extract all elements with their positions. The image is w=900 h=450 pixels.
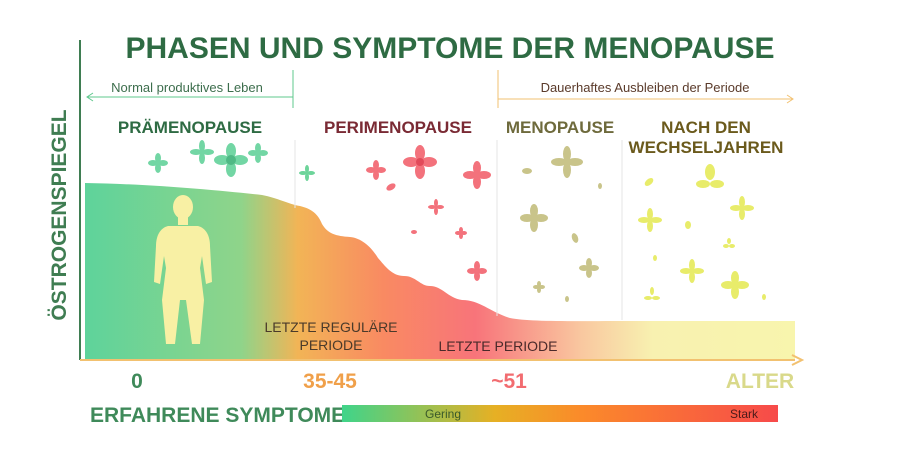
petal-icon — [411, 230, 417, 234]
flower-icon — [403, 145, 437, 179]
x-tick-35-45: 35-45 — [303, 370, 357, 393]
petal-icon — [598, 183, 602, 189]
flower-icon — [214, 143, 248, 177]
woman-silhouette — [154, 195, 212, 344]
flower-icon — [551, 146, 583, 178]
flower-icon — [579, 258, 599, 278]
symptoms-low-label: Gering — [425, 407, 461, 421]
premenopause-flower-icons — [148, 140, 268, 177]
flower-icon — [366, 160, 386, 180]
phase-label-postmenopause-line2: WECHSELJAHREN — [629, 138, 784, 157]
perimenopause-flower-icons — [299, 145, 491, 281]
petal-icon — [386, 183, 396, 191]
petal-icon — [762, 294, 766, 300]
flower-icon — [148, 153, 168, 173]
flower-icon — [467, 261, 487, 281]
flower-icon — [520, 204, 548, 232]
flower-icon — [533, 281, 545, 293]
event-last-regular-period-line2: PERIODE — [299, 337, 362, 353]
bracket-permanent-absence-label: Dauerhaftes Ausbleiben der Periode — [541, 80, 750, 95]
flower-icon — [463, 161, 491, 189]
petal-icon — [644, 178, 654, 186]
flower-icon — [190, 140, 214, 164]
bracket-normal-life: Normal produktives Leben — [86, 70, 294, 108]
event-last-period: LETZTE PERIODE — [438, 338, 557, 354]
flower-icon — [730, 196, 754, 220]
x-axis-arrow-icon — [791, 354, 805, 366]
flower-icon — [455, 227, 467, 239]
petal-icon — [653, 255, 657, 261]
symptoms-high-label: Stark — [730, 407, 759, 421]
flower-icon — [428, 199, 444, 215]
phase-label-postmenopause-line1: NACH DEN — [661, 118, 751, 137]
phase-label-premenopause: PRÄMENOPAUSE — [118, 118, 262, 137]
menopause-flower-icons — [520, 146, 602, 302]
x-axis-label-age: ALTER — [726, 370, 794, 393]
petal-icon — [685, 221, 691, 229]
phase-label-menopause: MENOPAUSE — [506, 118, 614, 137]
petal-icon — [522, 168, 532, 174]
y-axis-label: ÖSTROGENSPIEGEL — [48, 109, 71, 320]
symptoms-gradient-bar — [342, 405, 778, 422]
event-last-regular-period-line1: LETZTE REGULÄRE — [264, 319, 397, 335]
postmenopause-flower-icons — [638, 164, 766, 300]
petal-icon — [565, 296, 569, 302]
bracket-permanent-absence: Dauerhaftes Ausbleiben der Periode — [497, 70, 794, 108]
bracket-normal-life-label: Normal produktives Leben — [111, 80, 263, 95]
flower-icon — [721, 271, 749, 299]
petal-icon — [571, 233, 579, 243]
flower-icon — [680, 259, 704, 283]
flower-icon — [723, 238, 735, 248]
flower-icon — [638, 208, 662, 232]
x-tick-51: ~51 — [491, 370, 527, 393]
flower-icon — [299, 165, 315, 181]
x-tick-0: 0 — [131, 370, 143, 393]
page-title: PHASEN UND SYMPTOME DER MENOPAUSE — [126, 32, 775, 65]
flower-icon — [644, 287, 660, 300]
symptoms-label: ERFAHRENE SYMPTOME — [90, 404, 345, 427]
flower-icon — [696, 164, 724, 188]
estrogen-level-area — [85, 183, 795, 360]
flower-icon — [248, 143, 268, 163]
phase-label-perimenopause: PERIMENOPAUSE — [324, 118, 472, 137]
